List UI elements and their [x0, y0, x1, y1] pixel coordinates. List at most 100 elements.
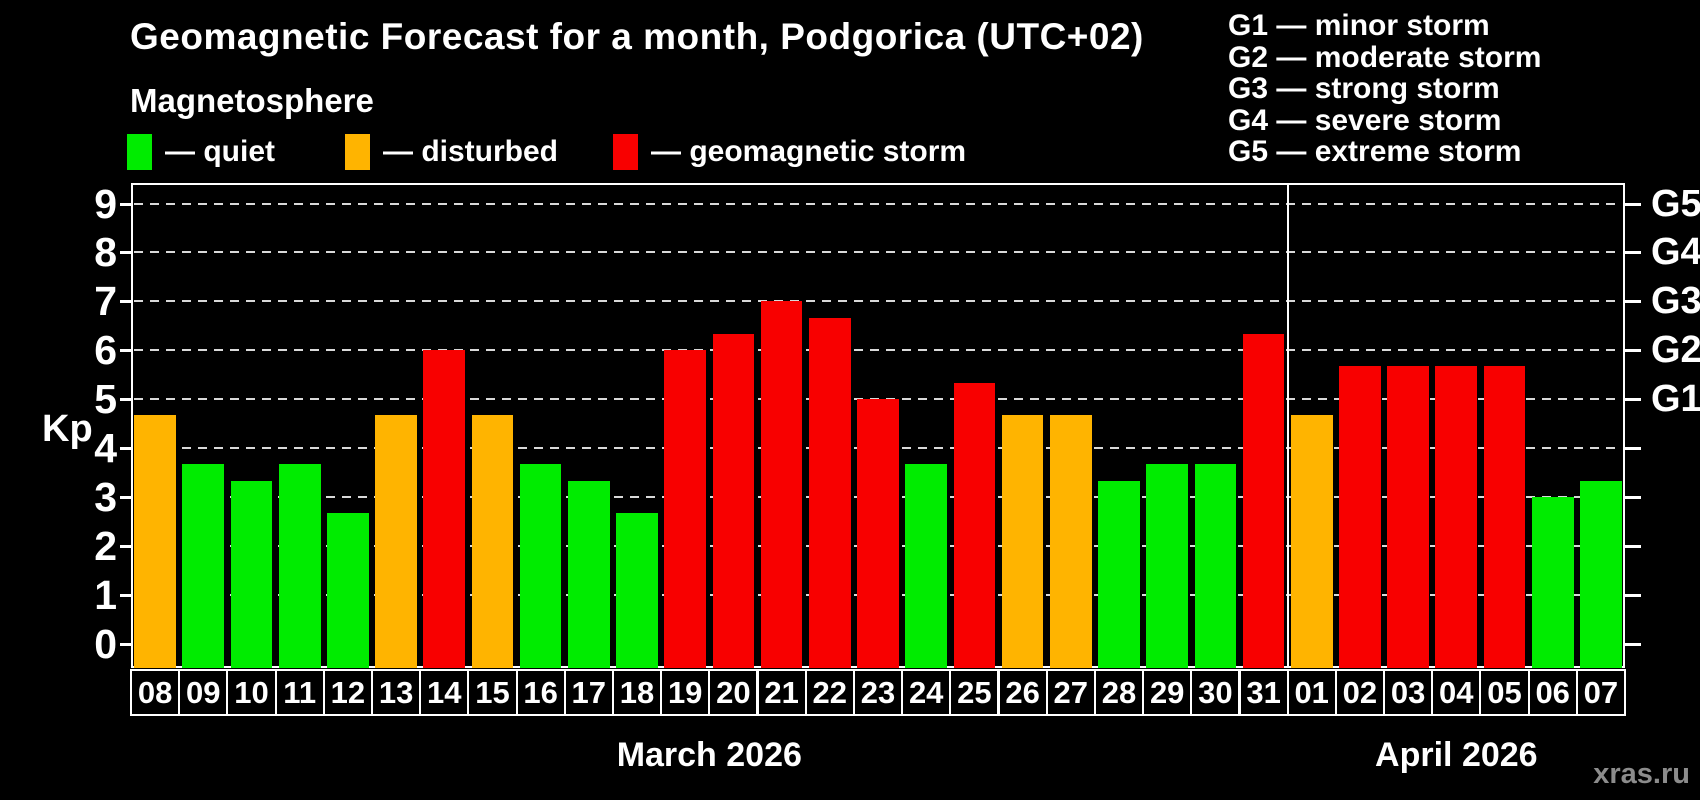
y-axis-label-9: 9 — [94, 180, 117, 227]
day-label-cell: 25 — [949, 669, 1000, 716]
right-axis-tick — [1625, 446, 1641, 450]
kp-bar-day-25 — [953, 383, 996, 668]
g-scale-label-G5: G5 — [1651, 182, 1700, 225]
kp-bar-day-28 — [1098, 480, 1140, 668]
y-axis-tick — [120, 349, 131, 353]
right-axis-tick — [1625, 544, 1641, 548]
y-axis-label-6: 6 — [94, 327, 117, 374]
g2-legend-line: G2 — moderate storm — [1228, 40, 1542, 74]
y-axis-tick — [120, 202, 131, 206]
month-divider — [1286, 183, 1289, 668]
g-scale-legend: G1 — minor storm G2 — moderate storm G3 … — [1228, 10, 1541, 168]
day-label-cell: 20 — [708, 669, 759, 716]
legend-label-quiet: — quiet — [165, 135, 275, 168]
kp-bar-day-01 — [1290, 415, 1333, 668]
day-label-cell: 26 — [997, 669, 1048, 716]
day-label-cell: 24 — [901, 669, 952, 716]
y-axis-tick — [120, 446, 131, 450]
kp-bar-day-11 — [278, 464, 321, 668]
day-label-cell: 04 — [1431, 669, 1482, 716]
kp-bar-day-27 — [1049, 415, 1092, 668]
day-label-cell: 06 — [1527, 669, 1578, 716]
kp-bar-day-22 — [808, 317, 851, 668]
kp-bar-day-21 — [760, 301, 803, 668]
kp-bar-day-29 — [1146, 464, 1189, 668]
kp-bar-day-26 — [1001, 415, 1044, 668]
day-label-cell: 13 — [371, 669, 422, 716]
day-label-cell: 29 — [1142, 669, 1193, 716]
day-label-cell: 03 — [1383, 669, 1434, 716]
kp-bar-day-30 — [1194, 464, 1237, 668]
y-axis-tick — [120, 251, 131, 255]
right-axis-tick — [1625, 300, 1641, 304]
kp-bar-day-12 — [327, 513, 369, 668]
y-axis-tick — [120, 593, 131, 597]
kp-bar-day-20 — [712, 334, 755, 668]
y-axis-tick — [120, 544, 131, 548]
storm-swatch-icon — [613, 134, 638, 170]
day-label-cell: 16 — [515, 669, 566, 716]
disturbed-swatch-icon — [345, 134, 370, 170]
y-axis-label-4: 4 — [94, 424, 117, 471]
kp-bar-day-08 — [134, 415, 176, 668]
legend-label-disturbed: — disturbed — [383, 135, 559, 168]
right-axis-tick — [1625, 251, 1641, 255]
month-caption: March 2026 — [616, 736, 802, 774]
quiet-swatch-icon — [127, 134, 152, 170]
watermark: xras.ru — [1593, 758, 1690, 790]
page-title: Geomagnetic Forecast for a month, Podgor… — [130, 16, 1144, 57]
day-label-cell: 12 — [322, 669, 373, 716]
day-label-cell: 17 — [563, 669, 614, 716]
kp-bar-day-24 — [905, 464, 948, 668]
gridline-kp-9 — [134, 202, 1622, 205]
y-axis-tick — [120, 495, 131, 499]
y-axis-label-3: 3 — [94, 473, 117, 520]
day-label-cell: 19 — [660, 669, 711, 716]
y-axis-label-8: 8 — [94, 229, 117, 276]
kp-bar-day-16 — [519, 464, 562, 668]
day-label-cell: 28 — [1093, 669, 1145, 716]
gridline-kp-7 — [134, 300, 1622, 303]
day-label-cell: 21 — [756, 669, 807, 716]
kp-bar-day-03 — [1387, 366, 1429, 668]
day-label-cell: 11 — [274, 669, 325, 716]
legend-label-storm: — geomagnetic storm — [651, 135, 967, 168]
kp-bar-day-09 — [182, 464, 225, 668]
kp-bar-day-07 — [1580, 480, 1622, 668]
right-axis-tick — [1625, 642, 1641, 646]
day-label-cell: 08 — [130, 669, 181, 716]
y-axis-tick — [120, 642, 131, 646]
day-label-cell: 22 — [804, 669, 855, 716]
day-label-cell: 09 — [178, 669, 229, 716]
day-label-cell: 05 — [1479, 669, 1530, 716]
day-label-cell: 15 — [467, 669, 518, 716]
g4-legend-line: G4 — severe storm — [1228, 103, 1502, 137]
y-axis-label-7: 7 — [94, 278, 117, 325]
gridline-kp-6 — [134, 349, 1622, 352]
kp-bar-day-13 — [375, 415, 417, 668]
y-axis-tick — [120, 300, 131, 304]
kp-bar-day-10 — [230, 480, 273, 668]
right-axis-tick — [1625, 398, 1641, 402]
right-axis-tick — [1625, 349, 1641, 353]
g-scale-label-G3: G3 — [1651, 280, 1700, 323]
right-axis-tick — [1625, 202, 1641, 206]
y-axis-label-1: 1 — [94, 571, 117, 618]
right-axis-tick — [1625, 593, 1641, 597]
day-label-cell: 23 — [852, 669, 904, 716]
kp-bar-day-04 — [1435, 366, 1478, 668]
day-label-cell: 18 — [611, 669, 663, 716]
day-label-cell: 07 — [1575, 669, 1626, 716]
day-label-cell: 10 — [226, 669, 277, 716]
y-axis-tick — [120, 398, 131, 402]
y-axis-title: Kp — [42, 408, 93, 450]
kp-bar-day-17 — [567, 480, 610, 668]
day-label-cell: 14 — [419, 669, 470, 716]
kp-bar-day-14 — [423, 350, 466, 668]
day-label-cell: 01 — [1286, 669, 1337, 716]
kp-bar-day-18 — [616, 513, 658, 668]
g-scale-label-G1: G1 — [1651, 378, 1700, 421]
g-scale-label-G4: G4 — [1651, 231, 1700, 274]
g1-legend-line: G1 — minor storm — [1228, 9, 1490, 42]
